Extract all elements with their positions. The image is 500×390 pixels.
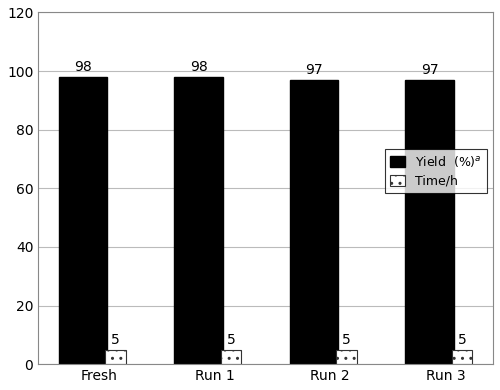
Bar bbox=[336, 349, 357, 364]
Text: 5: 5 bbox=[458, 333, 466, 347]
Bar bbox=[452, 349, 472, 364]
Text: 97: 97 bbox=[306, 63, 323, 77]
Bar bbox=[59, 77, 108, 364]
Text: 5: 5 bbox=[342, 333, 351, 347]
Text: 5: 5 bbox=[111, 333, 120, 347]
Bar bbox=[174, 77, 223, 364]
Text: 98: 98 bbox=[190, 60, 208, 74]
Bar bbox=[406, 80, 454, 364]
Legend: Yield  (%)$^a$, Time/h: Yield (%)$^a$, Time/h bbox=[385, 149, 487, 193]
Bar bbox=[290, 80, 339, 364]
Bar bbox=[220, 349, 242, 364]
Text: 97: 97 bbox=[421, 63, 438, 77]
Text: 5: 5 bbox=[226, 333, 235, 347]
Bar bbox=[105, 349, 126, 364]
Text: 98: 98 bbox=[74, 60, 92, 74]
